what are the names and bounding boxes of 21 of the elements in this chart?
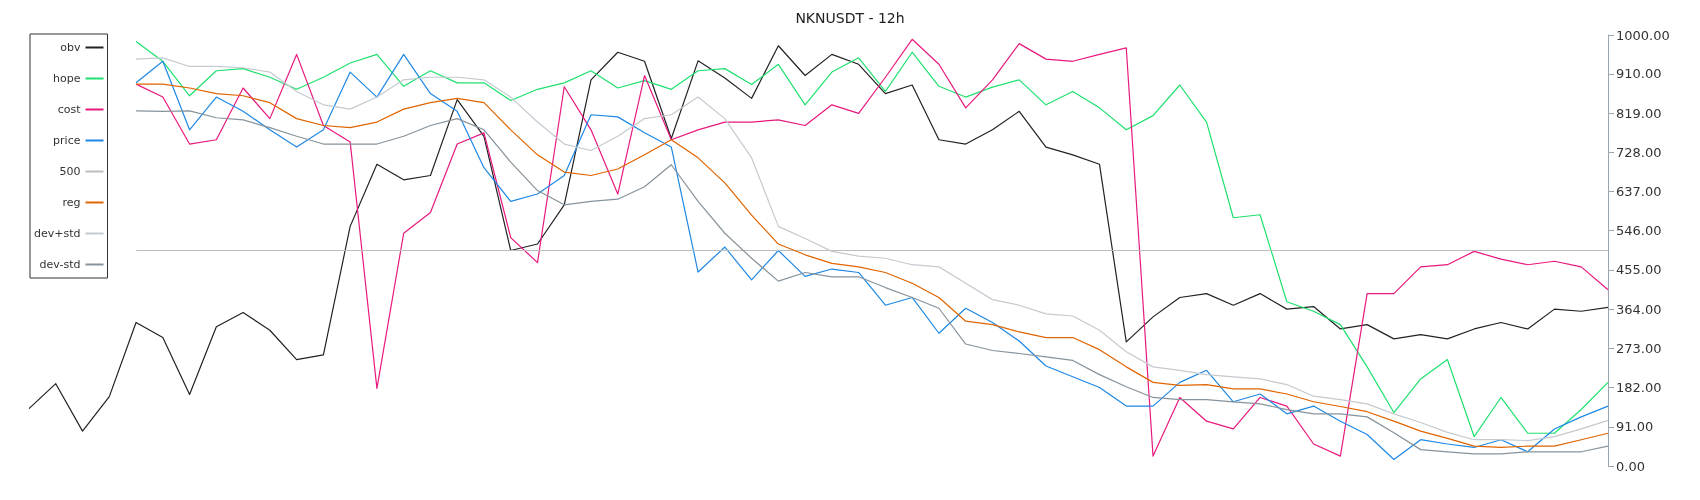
legend-label: dev-std <box>39 258 81 271</box>
legend-label: price <box>53 134 81 147</box>
y-tick-label: 455.00 <box>1616 262 1662 278</box>
legend-label: reg <box>62 196 81 209</box>
y-tick-label: 819.00 <box>1616 105 1662 121</box>
y-tick-label: 910.00 <box>1616 66 1662 82</box>
y-tick-label: 0.00 <box>1616 458 1645 474</box>
y-tick-label: 728.00 <box>1616 144 1662 160</box>
y-tick-label: 364.00 <box>1616 301 1662 317</box>
y-tick-label: 637.00 <box>1616 183 1662 199</box>
y-tick-label: 182.00 <box>1616 380 1662 396</box>
y-tick-label: 546.00 <box>1616 223 1662 239</box>
legend-label: obv <box>60 41 81 54</box>
y-tick-label: 273.00 <box>1616 340 1662 356</box>
chart-title: NKNUSDT - 12h <box>795 10 905 26</box>
y-tick-label: 91.00 <box>1616 419 1654 435</box>
legend-label: dev+std <box>33 227 81 240</box>
legend-label: 500 <box>59 165 81 178</box>
y-tick-label: 1000.00 <box>1616 27 1670 43</box>
legend-label: hope <box>53 72 81 85</box>
legend-label: cost <box>57 103 82 116</box>
